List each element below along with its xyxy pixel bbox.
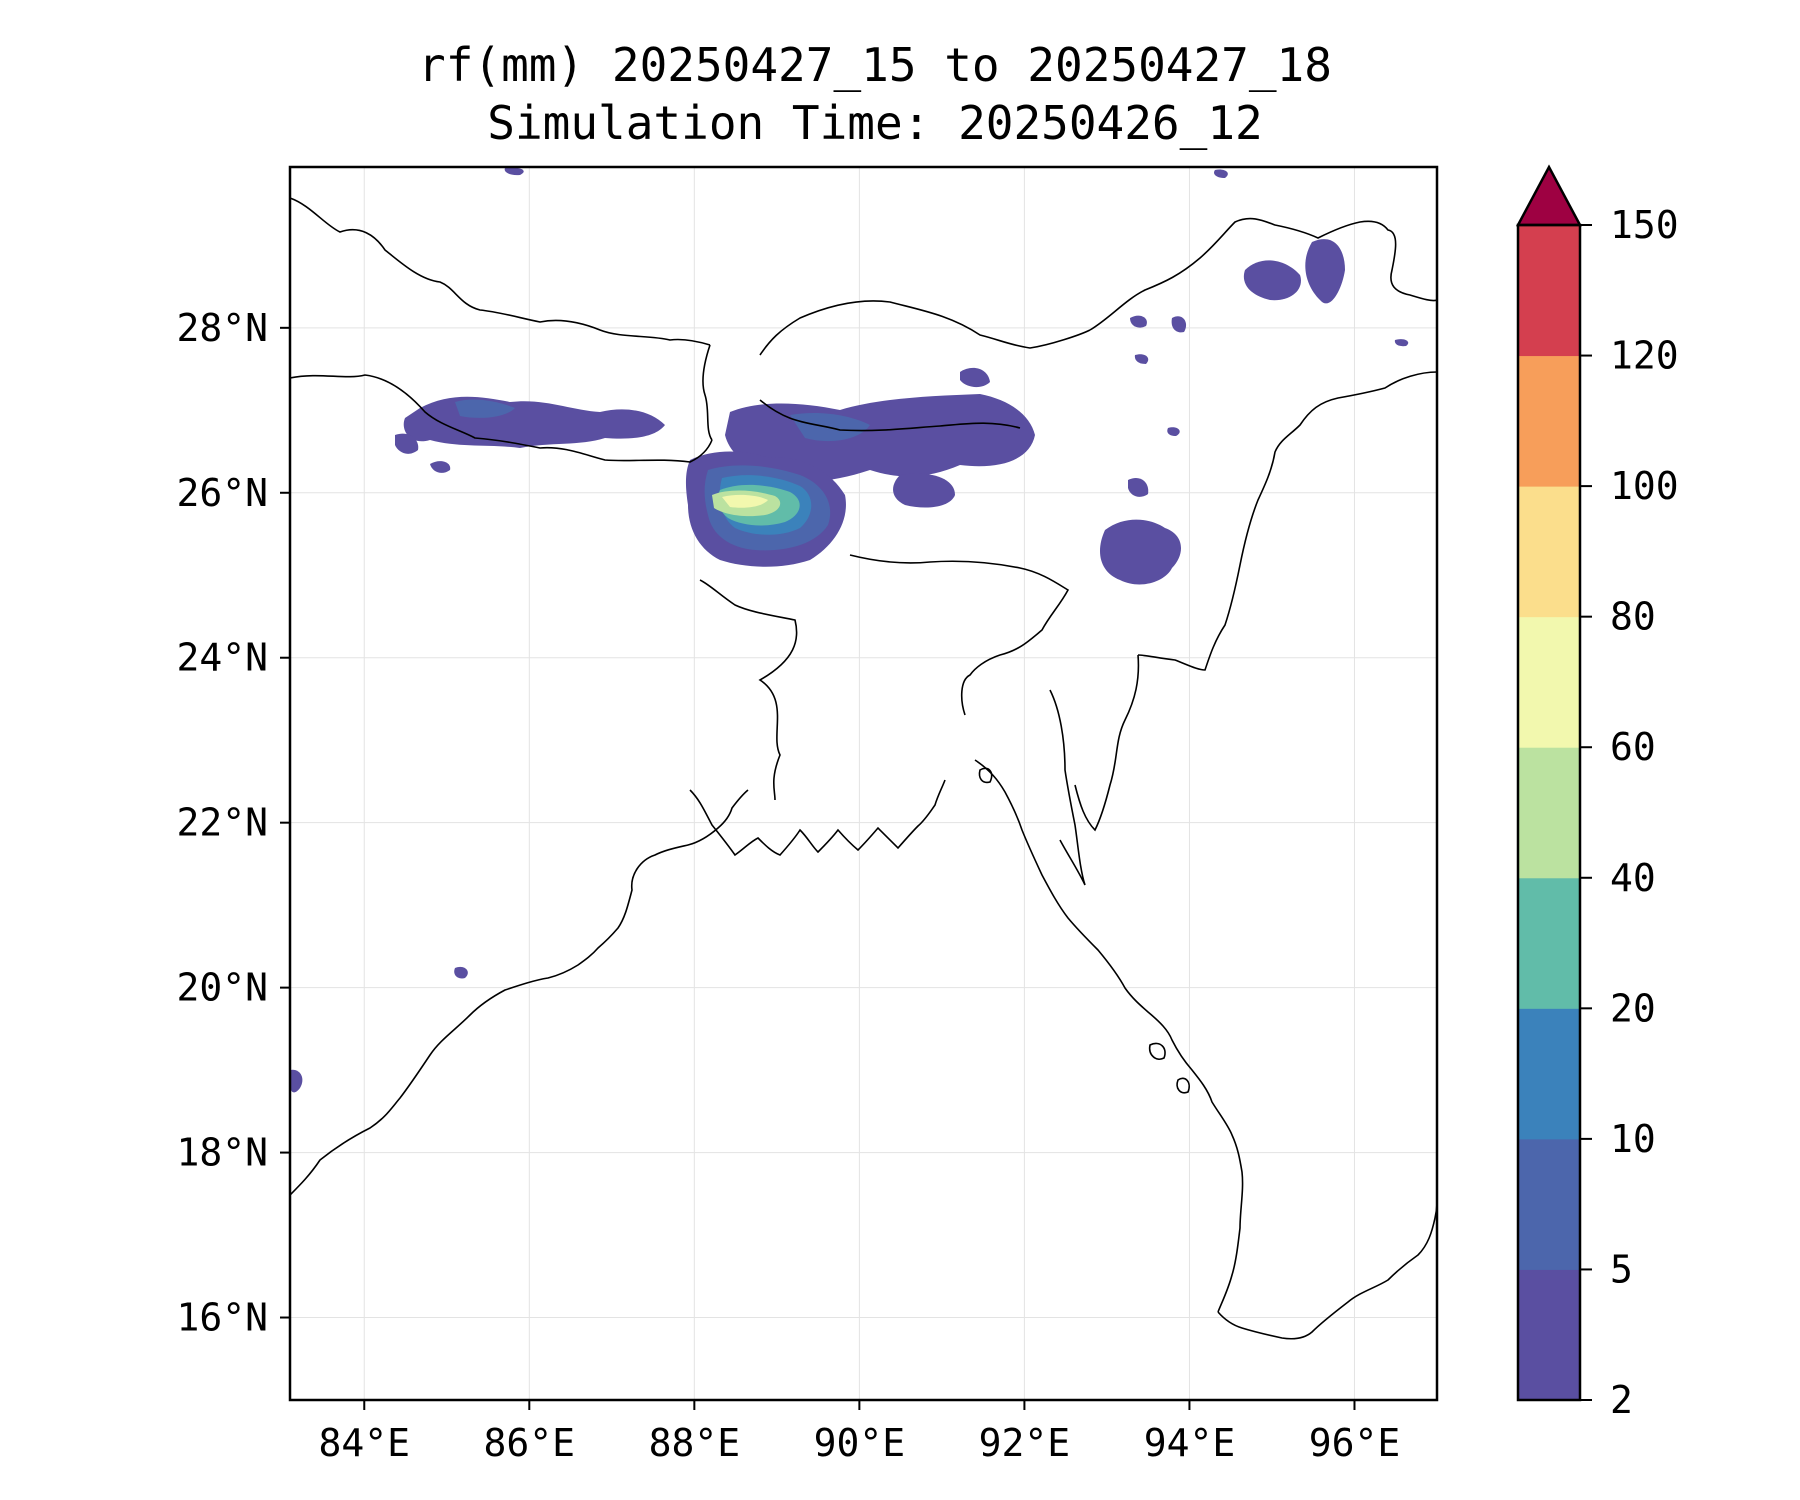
colorbar-segment-2-5 <box>1518 1269 1580 1401</box>
coast-sundarbans <box>689 779 946 857</box>
colorbar-tick-label: 60 <box>1610 725 1656 769</box>
border-nepal-south <box>290 374 713 463</box>
rain-region-arunachal-cell-5 <box>1171 316 1187 333</box>
lat-tick-label: 18°N <box>176 1131 268 1175</box>
colorbar: 2 5 10 20 40 60 80 100 120 150 <box>1515 164 1679 1422</box>
colorbar-tick-label: 20 <box>1610 986 1656 1030</box>
coast-island-3 <box>978 767 993 784</box>
rain-region-nepal-fleck <box>430 461 451 473</box>
rain-region-top-fleck <box>504 167 524 176</box>
rainfall-shading <box>290 167 1409 1093</box>
colorbar-segment-100-120 <box>1518 355 1580 487</box>
colorbar-segment-60-80 <box>1518 616 1580 748</box>
rain-region-arunachal-cell-4 <box>1130 315 1147 328</box>
colorbar-segment-120-150 <box>1518 225 1580 357</box>
border-nepal-north <box>290 197 711 346</box>
rain-region-manipur-north <box>1128 477 1149 497</box>
rain-region-nepal-band-core <box>455 399 515 418</box>
coast-island-1 <box>1148 1042 1166 1060</box>
colorbar-segment-40-60 <box>1518 747 1580 879</box>
lon-tick-label: 84°E <box>319 1421 411 1465</box>
latitude-axis: 16°N 18°N 20°N 22°N 24°N 26°N 28°N <box>176 306 290 1340</box>
rain-region-assam-fleck <box>1167 427 1180 436</box>
border-arunachal-north <box>1089 217 1437 331</box>
rain-region-nepal-band <box>403 396 665 448</box>
rain-region-manipur-cell <box>1100 519 1182 585</box>
colorbar-tick-label: 5 <box>1610 1247 1633 1291</box>
colorbar-segment-10-20 <box>1518 1008 1580 1140</box>
rain-region-north-bengal-80mm <box>722 494 768 508</box>
colorbar-frame <box>1516 223 1582 1402</box>
map-frame <box>288 165 1439 1402</box>
colorbar-tick-label: 120 <box>1610 334 1679 378</box>
lon-tick-label: 94°E <box>1144 1421 1236 1465</box>
border-sikkim <box>702 344 713 441</box>
longitude-axis: 84°E 86°E 88°E 90°E 92°E 94°E 96°E <box>319 1400 1401 1465</box>
lon-tick-label: 96°E <box>1309 1421 1401 1465</box>
rain-region-arunachal-fleck-1 <box>1134 354 1149 364</box>
rain-region-top-right-fleck <box>1214 169 1228 178</box>
rain-region-nepal-south <box>395 433 419 454</box>
rain-region-meghalaya-cell <box>893 473 955 508</box>
lat-tick-label: 26°N <box>176 471 268 515</box>
border-tripura <box>1074 654 1140 832</box>
map-title-line-1: rf(mm) 20250427_15 to 20250427_18 <box>418 38 1332 92</box>
lon-tick-label: 92°E <box>979 1421 1071 1465</box>
lon-tick-label: 88°E <box>649 1421 741 1465</box>
colorbar-tick-label: 10 <box>1610 1117 1656 1161</box>
colorbar-segment-5-10 <box>1518 1138 1580 1270</box>
border-bhutan <box>759 399 1021 432</box>
coastlines-and-borders <box>290 197 1437 1340</box>
border-bangladesh-north <box>849 554 1070 716</box>
colorbar-tick-label: 40 <box>1610 856 1656 900</box>
coast-chittagong <box>974 759 1244 1313</box>
coast-myanmar-south <box>1217 1185 1437 1340</box>
rain-region-arunachal-cell-3 <box>1305 239 1345 304</box>
border-bhutan-north <box>759 300 1091 356</box>
rain-region-arunachal-fleck-2 <box>1394 339 1409 347</box>
lat-tick-label: 24°N <box>176 636 268 680</box>
coast-island-2 <box>1176 1077 1190 1094</box>
rain-region-bhutan-north-cell <box>960 367 990 388</box>
lat-tick-label: 16°N <box>176 1296 268 1340</box>
colorbar-tick-label: 100 <box>1610 464 1679 508</box>
colorbar-segment-80-100 <box>1518 486 1580 618</box>
colorbar-tick-label: 80 <box>1610 595 1656 639</box>
map-gridlines <box>290 167 1437 1400</box>
lat-tick-label: 20°N <box>176 966 268 1010</box>
rain-region-west-coast-fleck <box>290 1069 303 1093</box>
colorbar-segment-20-40 <box>1518 877 1580 1009</box>
map-title-line-2: Simulation Time: 20250426_12 <box>487 96 1263 150</box>
lat-tick-label: 22°N <box>176 801 268 845</box>
lat-tick-label: 28°N <box>176 306 268 350</box>
rain-region-odisha-fleck <box>454 966 468 979</box>
lon-tick-label: 86°E <box>484 1421 576 1465</box>
border-arunachal-south <box>1137 371 1437 671</box>
rain-region-arunachal-cell-1 <box>1243 260 1301 301</box>
border-myanmar-west <box>1049 689 1086 886</box>
colorbar-extend-max-arrow <box>1515 164 1583 227</box>
lon-tick-label: 90°E <box>814 1421 906 1465</box>
coast-bay-west <box>290 789 749 1196</box>
colorbar-tick-label: 2 <box>1610 1378 1633 1422</box>
border-bangladesh <box>699 579 798 801</box>
colorbar-tick-label: 150 <box>1610 203 1679 247</box>
